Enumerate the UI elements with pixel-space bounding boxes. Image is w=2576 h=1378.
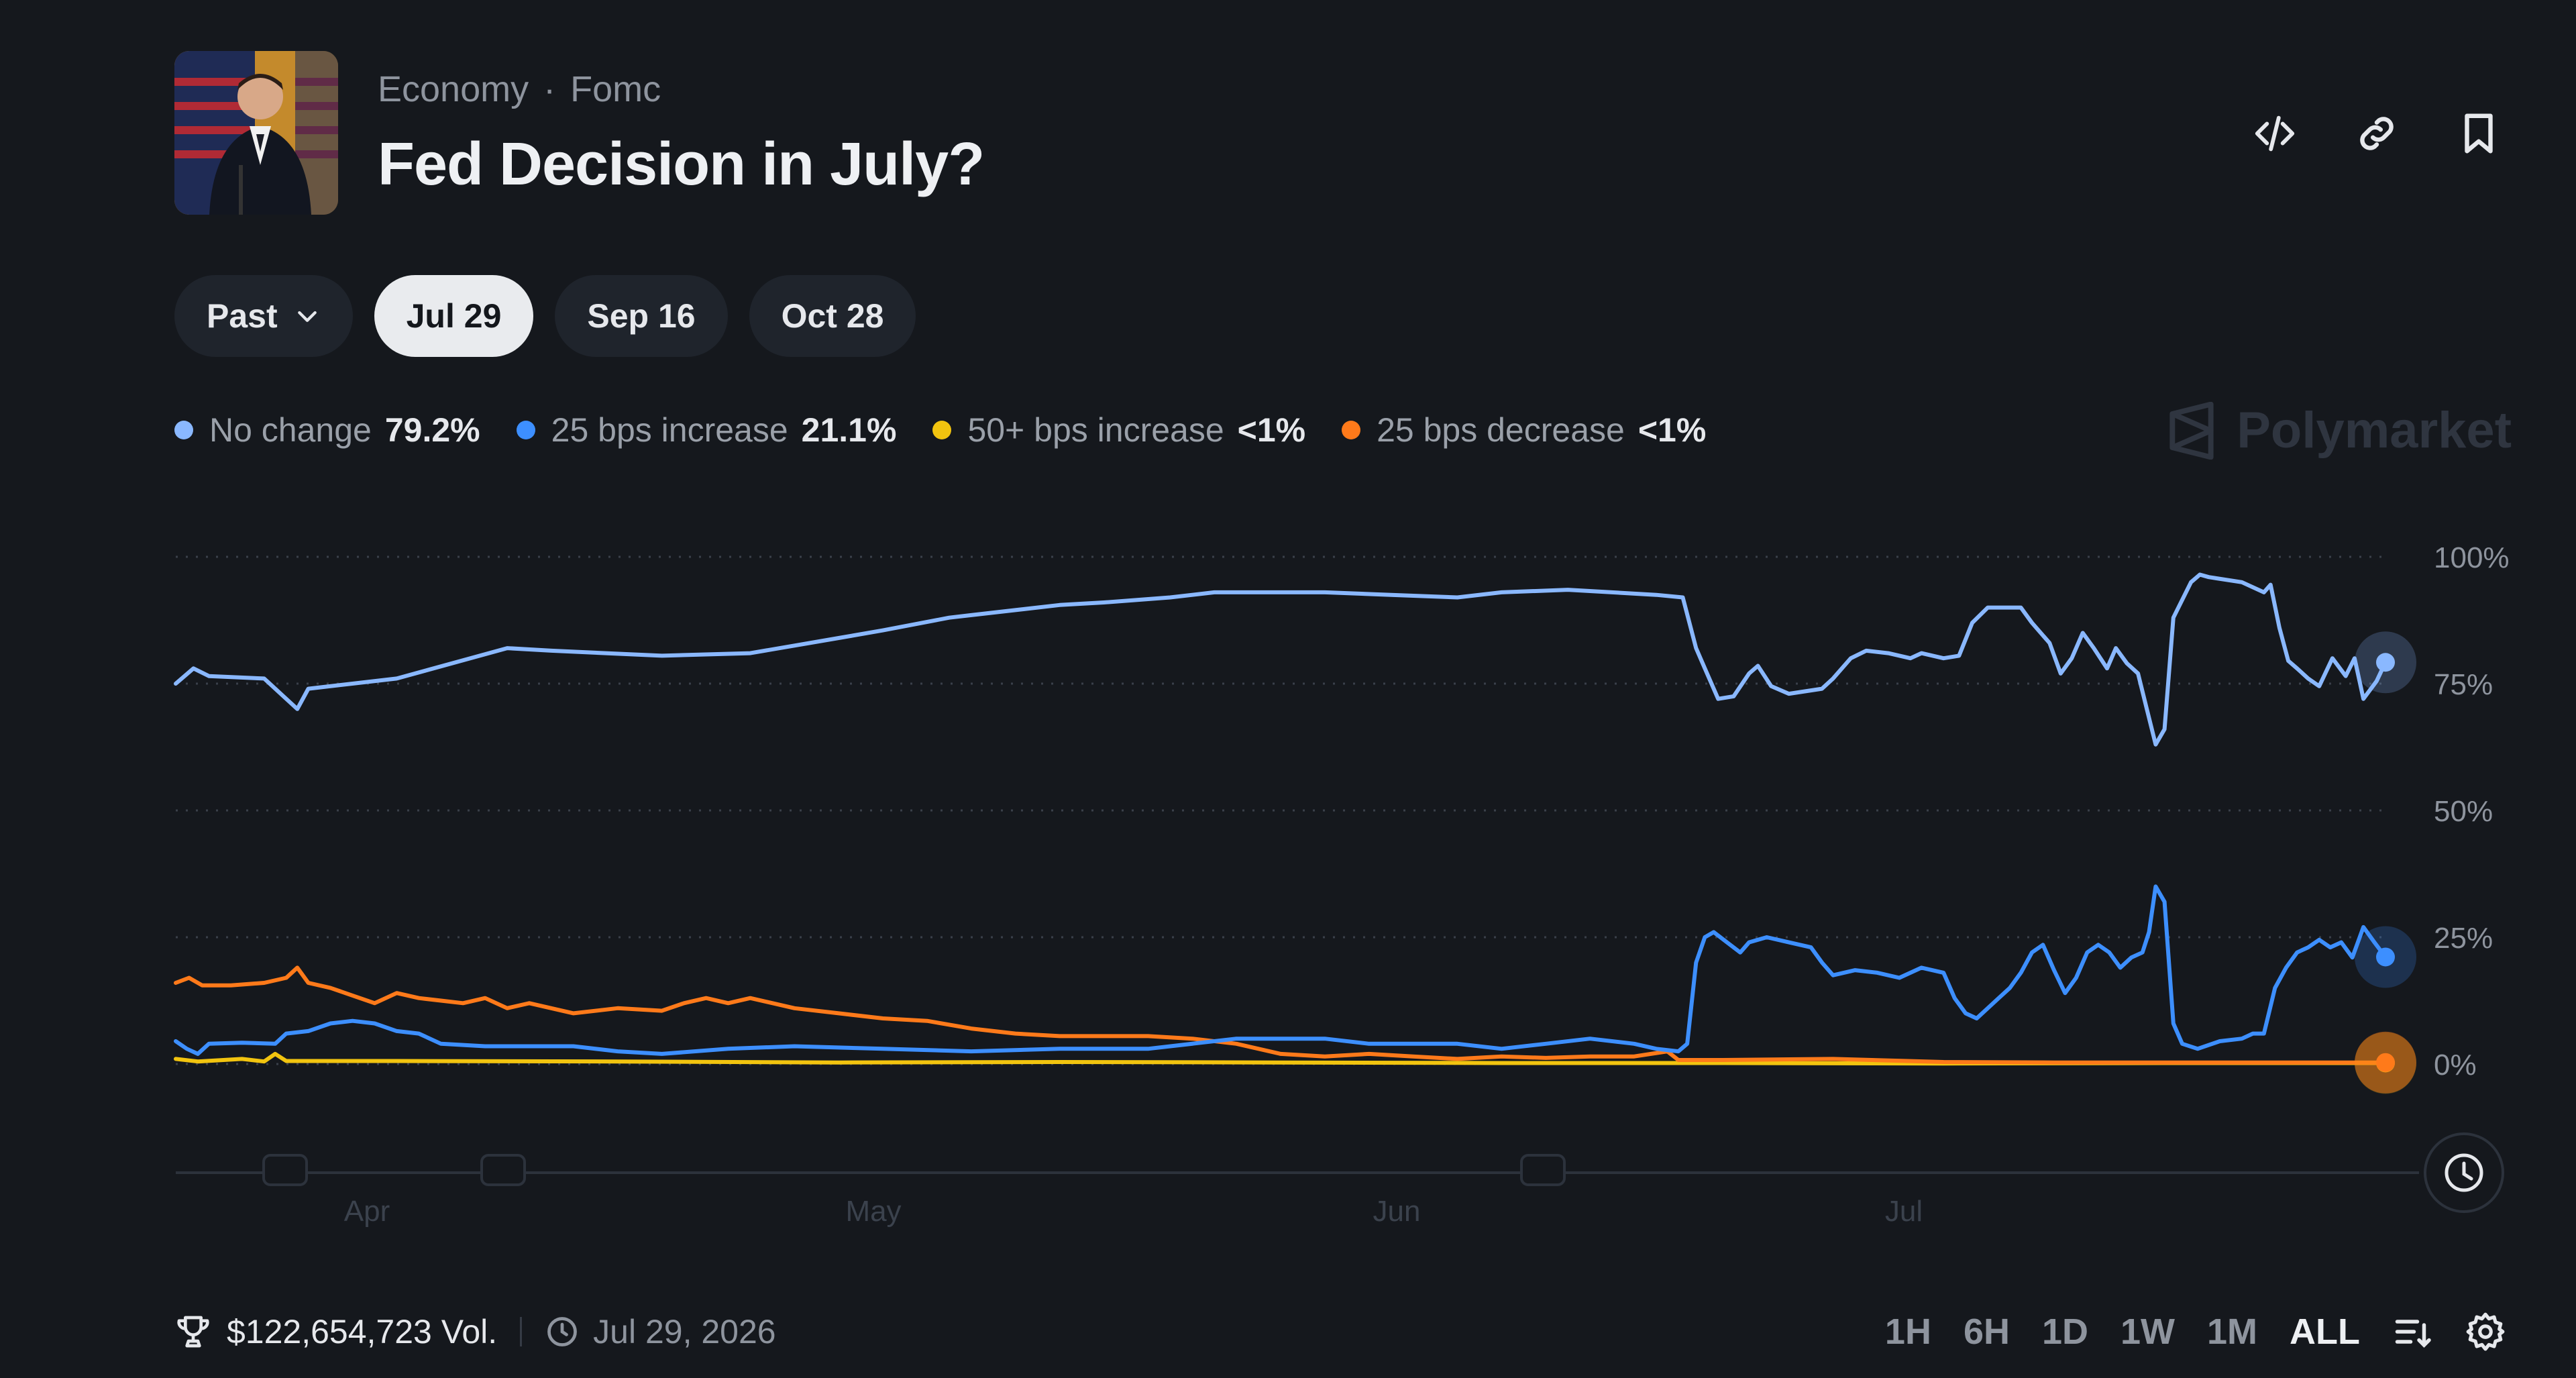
probability-chart[interactable]: 100% 75% 50% 25% 0% Apr May Jun Jul (0, 510, 2576, 1261)
legend-dot-25bps-decrease (1342, 421, 1361, 439)
trophy-icon (177, 1316, 209, 1348)
legend-value: 79.2% (384, 411, 480, 449)
legend-value: 21.1% (801, 411, 897, 449)
breadcrumb: Economy · Fomc (378, 68, 661, 110)
gear-icon[interactable] (2465, 1311, 2506, 1353)
time-range-selector: 1H 6H 1D 1W 1M ALL (1885, 1302, 2506, 1362)
y-tick-label: 0% (2434, 1049, 2477, 1081)
volume-value: $122,654,723 Vol. (227, 1313, 498, 1350)
market-header: Economy · Fomc Fed Decision in July? (174, 51, 2509, 215)
sort-lines-icon[interactable] (2392, 1312, 2432, 1352)
timeline-handle[interactable] (1520, 1154, 1566, 1186)
series-line-25-bps-decrease (174, 965, 2387, 1065)
series-line-25-bps-increase (174, 884, 2387, 1056)
brand-watermark: Polymarket (2163, 401, 2512, 460)
range-1d[interactable]: 1D (2041, 1312, 2089, 1352)
legend-value: <1% (1638, 411, 1707, 449)
tab-oct-28[interactable]: Oct 28 (749, 275, 916, 357)
series-line-50-bps-increase (174, 1051, 2387, 1066)
tab-past-label: Past (207, 297, 278, 335)
range-1w[interactable]: 1W (2121, 1312, 2176, 1352)
series-end-point (2376, 653, 2395, 672)
breadcrumb-category[interactable]: Economy (378, 69, 529, 109)
history-button[interactable] (2424, 1132, 2504, 1213)
legend-value: <1% (1237, 411, 1306, 449)
x-tick-label: May (845, 1195, 901, 1228)
bookmark-icon (2465, 113, 2493, 154)
brand-name: Polymarket (2237, 402, 2512, 459)
y-tick-label: 75% (2434, 668, 2493, 701)
market-footer: $122,654,723 Vol. Jul 29, 2026 1H 6H 1D … (174, 1302, 2506, 1362)
legend-dot-25bps-increase (516, 421, 535, 439)
range-1h[interactable]: 1H (1884, 1312, 1931, 1352)
range-1m[interactable]: 1M (2207, 1312, 2258, 1352)
copy-link-button[interactable] (2347, 103, 2407, 164)
range-6h[interactable]: 6H (1963, 1312, 2010, 1352)
legend-name: 50+ bps increase (967, 411, 1224, 449)
series-line-no-change (174, 572, 2387, 747)
x-tick-label: Jul (1885, 1195, 1923, 1228)
chevron-down-icon (297, 311, 317, 322)
embed-button[interactable] (2245, 103, 2305, 164)
timeline-handle[interactable] (480, 1154, 526, 1186)
breadcrumb-subcategory[interactable]: Fomc (570, 69, 661, 109)
legend-name: 25 bps decrease (1377, 411, 1625, 449)
legend-dot-no-change (174, 421, 193, 439)
legend-item-25bps-increase: 25 bps increase 21.1% (516, 411, 897, 449)
code-icon (2255, 115, 2295, 152)
timeline-handle[interactable] (262, 1154, 308, 1186)
legend-item-no-change: No change 79.2% (174, 411, 480, 449)
y-tick-label: 50% (2434, 795, 2493, 828)
market-thumbnail (174, 51, 338, 215)
range-all[interactable]: ALL (2290, 1312, 2360, 1352)
legend-dot-50bps-increase (932, 421, 952, 439)
clock-icon (547, 1317, 578, 1346)
y-tick-label: 25% (2434, 922, 2493, 955)
resolution-date: Jul 29, 2026 (593, 1313, 776, 1350)
link-icon (2360, 117, 2394, 150)
clock-icon (2445, 1153, 2483, 1192)
series-end-point (2376, 947, 2395, 967)
y-tick-label: 100% (2434, 541, 2510, 574)
x-tick-label: Jun (1373, 1195, 1421, 1228)
breadcrumb-separator: · (543, 69, 556, 109)
legend-item-50bps-increase: 50+ bps increase <1% (932, 411, 1305, 449)
legend-name: No change (209, 411, 372, 449)
footer-divider (520, 1317, 523, 1346)
tab-sep-16[interactable]: Sep 16 (555, 275, 728, 357)
series-end-point (2376, 1053, 2395, 1072)
legend-item-25bps-decrease: 25 bps decrease <1% (1342, 411, 1706, 449)
x-tick-label: Apr (344, 1195, 390, 1228)
chart-legend: No change 79.2% 25 bps increase 21.1% 50… (174, 411, 1706, 449)
tab-past[interactable]: Past (174, 275, 353, 357)
bookmark-button[interactable] (2449, 103, 2509, 164)
header-actions (2245, 103, 2509, 164)
legend-name: 25 bps increase (551, 411, 788, 449)
polymarket-logo-icon (2169, 401, 2214, 460)
date-tabs: Past Jul 29 Sep 16 Oct 28 (174, 275, 916, 357)
tab-jul-29[interactable]: Jul 29 (374, 275, 534, 357)
market-title: Fed Decision in July? (378, 131, 985, 198)
